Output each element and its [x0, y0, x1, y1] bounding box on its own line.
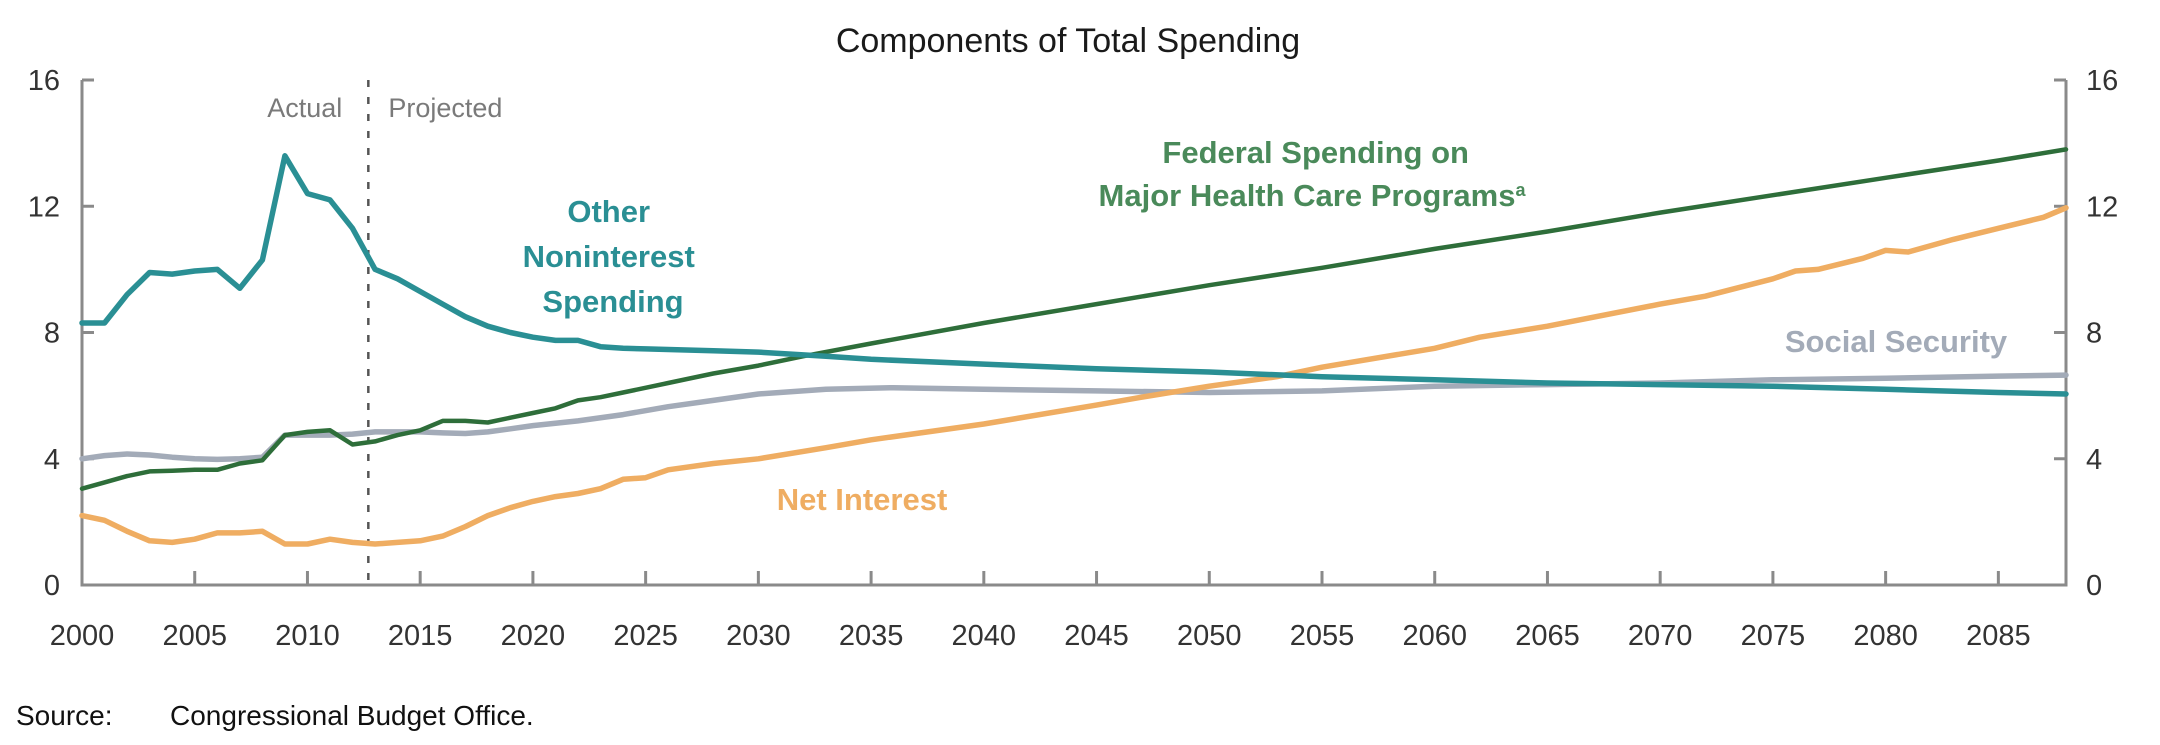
x-tick-label: 2030: [726, 620, 791, 652]
axis-frame: [80, 80, 2068, 587]
y-tick-label-left: 12: [28, 191, 60, 223]
label-line: Other: [567, 194, 650, 229]
axes: [80, 80, 2068, 587]
actual-label: Actual: [267, 93, 342, 123]
x-tick-label: 2075: [1741, 620, 1806, 652]
source-text: Congressional Budget Office.: [170, 700, 534, 731]
y-tick-label-right: 0: [2086, 570, 2102, 602]
series-line-federal-spending-on-major-health-care-programs: [79, 147, 2069, 491]
chart-title: Components of Total Spending: [836, 22, 1300, 60]
series-labels: Other Noninterest Spending Federal Spend…: [523, 135, 2008, 517]
series-line-other-noninterest-spending: [79, 153, 2069, 397]
x-tick-label: 2050: [1177, 620, 1242, 652]
social-security-label: Social Security: [1785, 324, 2008, 359]
projected-label: Projected: [388, 93, 502, 123]
y-tick-label-left: 8: [44, 318, 60, 350]
label-line: Noninterest: [523, 239, 695, 274]
other-noninterest-spending-label: Other Noninterest Spending: [523, 194, 704, 319]
label-line: Major Health Care Programs: [1099, 178, 1516, 213]
source-note: Source: Congressional Budget Office.: [16, 700, 534, 731]
x-tick-label: 2060: [1402, 620, 1467, 652]
label-line: Federal Spending on: [1162, 135, 1469, 170]
y-tick-label-left: 0: [44, 570, 60, 602]
x-tick-label: 2015: [388, 620, 453, 652]
x-tick-label: 2010: [275, 620, 340, 652]
x-tick-label: 2085: [1966, 620, 2031, 652]
x-tick-label: 2000: [50, 620, 115, 652]
ticks: 2000 2005 2010 2015 2020 2025 2030 2035 2040 2045…: [28, 65, 2119, 652]
x-tick-label: 2005: [162, 620, 227, 652]
x-tick-label: 2065: [1515, 620, 1580, 652]
footnote-marker: a: [1515, 180, 1526, 200]
y-tick-label-right: 4: [2086, 444, 2102, 476]
x-tick-label: 2020: [501, 620, 566, 652]
net-interest-label: Net Interest: [777, 482, 948, 517]
label-line: Spending: [542, 284, 683, 319]
source-label: Source:: [16, 700, 113, 731]
y-tick-label-right: 8: [2086, 318, 2102, 350]
health-care-programs-label: Federal Spending on Major Health Care Pr…: [1099, 135, 1527, 213]
y-tick-label-right: 16: [2086, 65, 2118, 97]
x-tick-label: 2070: [1628, 620, 1693, 652]
y-tick-label-right: 12: [2086, 191, 2118, 223]
series-line-social-security: [79, 372, 2069, 463]
y-tick-label-left: 4: [44, 444, 60, 476]
y-tick-label-left: 16: [28, 65, 60, 97]
x-tick-label: 2045: [1064, 620, 1129, 652]
x-tick-label: 2055: [1290, 620, 1355, 652]
x-tick-label: 2035: [839, 620, 904, 652]
x-tick-label: 2080: [1853, 620, 1918, 652]
x-tick-label: 2040: [952, 620, 1017, 652]
series-line-net-interest: [79, 205, 2069, 547]
x-tick-label: 2025: [613, 620, 678, 652]
actual-projected-divider: Actual Projected: [267, 80, 502, 585]
series-lines: [79, 147, 2069, 547]
